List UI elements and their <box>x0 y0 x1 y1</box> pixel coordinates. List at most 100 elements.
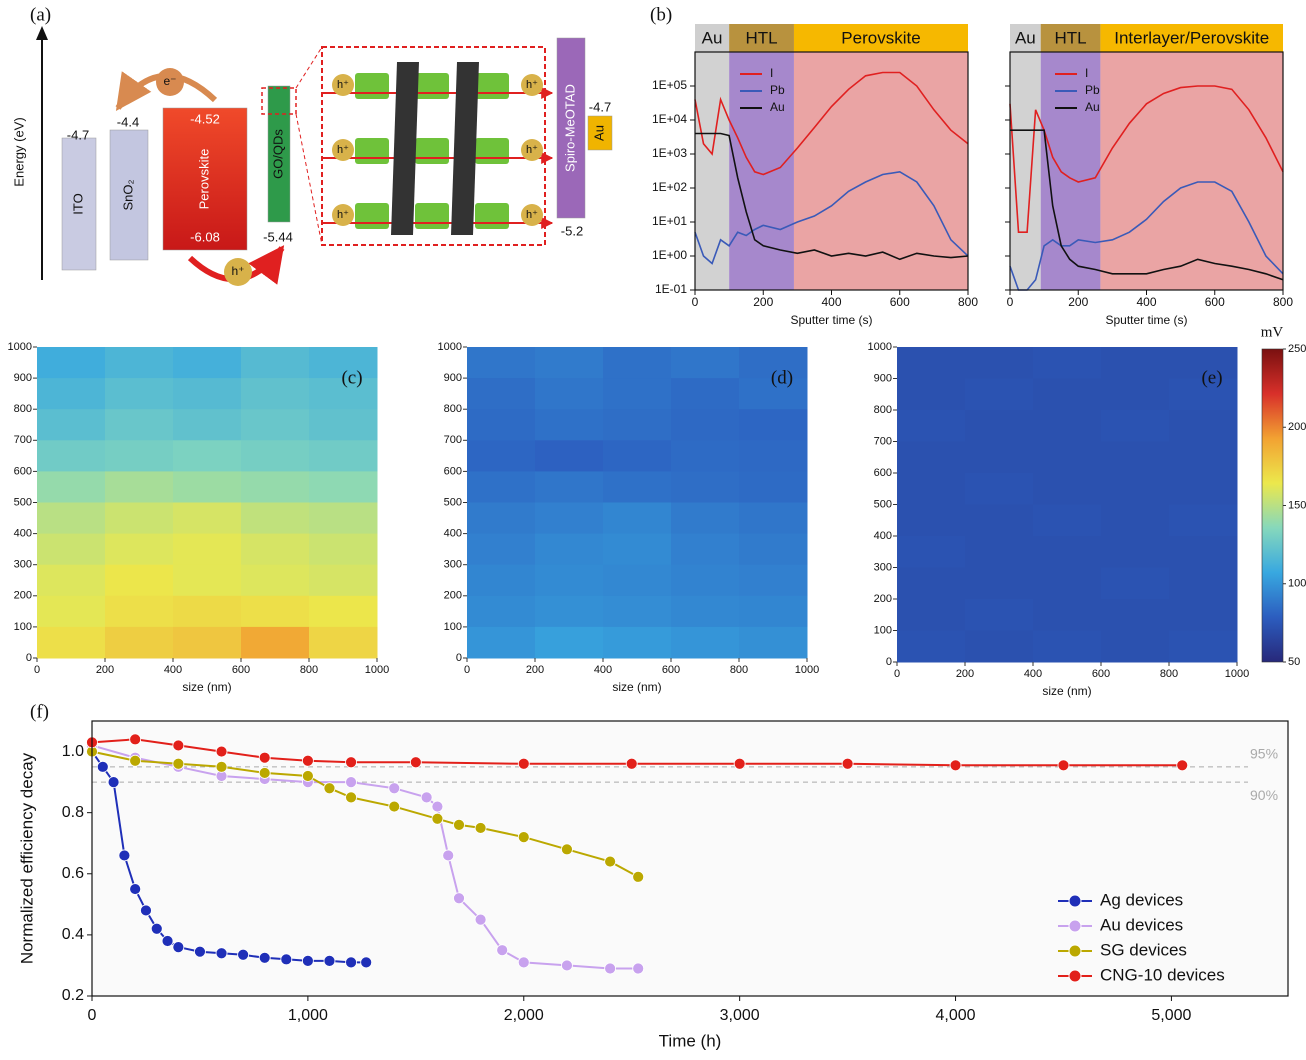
y-axis-title: Normalized efficiency decay <box>17 752 36 964</box>
heat-cell <box>535 595 604 628</box>
heat-cell <box>241 409 310 441</box>
heat-cell <box>105 502 174 535</box>
x-tick-label: 200 <box>526 664 544 676</box>
y-tick-label: 900 <box>874 372 892 384</box>
heat-cell <box>671 595 740 628</box>
y-tick-label: 800 <box>14 403 32 415</box>
heat-cell <box>965 599 1034 631</box>
layer-bar <box>109 129 149 261</box>
legend-marker <box>1068 969 1082 983</box>
marker <box>420 791 433 804</box>
heat-cell <box>105 564 174 597</box>
heat-cell <box>467 626 536 659</box>
heat-cell <box>897 504 966 537</box>
heat-cell <box>241 502 310 535</box>
zoom-marker <box>261 87 297 115</box>
region-header <box>729 24 794 52</box>
hole-label: h⁺ <box>337 79 349 91</box>
x-tick-label: 600 <box>890 295 910 309</box>
energy-level: -4.7 <box>67 127 89 142</box>
y-tick-label: 1E-01 <box>655 282 687 296</box>
heat-cell <box>535 471 604 503</box>
heat-cell <box>965 504 1034 537</box>
series-line <box>694 170 969 265</box>
marker <box>474 822 487 834</box>
marker <box>161 935 174 947</box>
heat-cell <box>965 410 1034 442</box>
marker <box>431 812 444 825</box>
heat-cell <box>671 409 740 441</box>
plot-frame <box>91 720 1289 997</box>
y-tick-label: 900 <box>444 372 462 384</box>
heat-cell <box>671 564 740 597</box>
legend-label: I <box>1085 66 1088 80</box>
series-line <box>694 71 969 176</box>
heat-cell <box>1033 378 1102 411</box>
hole-label: h⁺ <box>526 79 538 91</box>
heat-cell <box>467 595 536 628</box>
heat-cell <box>965 378 1034 411</box>
marker <box>345 956 357 969</box>
region-header <box>793 24 968 52</box>
qd-block <box>415 73 449 99</box>
qd-block <box>355 138 389 164</box>
marker <box>841 757 854 770</box>
legend-label: Pb <box>770 83 785 97</box>
x-tick-label: 600 <box>1092 668 1110 680</box>
heat-cell <box>1169 630 1238 663</box>
marker <box>561 959 573 972</box>
y-tick-label: 700 <box>874 435 892 447</box>
marker <box>118 849 131 862</box>
x-tick-label: 800 <box>1160 668 1178 680</box>
heat-cell <box>671 626 740 659</box>
y-tick-label: 600 <box>874 467 892 479</box>
heat-cell <box>105 595 174 628</box>
region-header <box>1040 24 1101 52</box>
marker <box>388 782 401 795</box>
y-tick-label: 1E+05 <box>652 78 687 92</box>
marker <box>129 883 142 895</box>
layer-bar <box>162 107 248 251</box>
heat-cell <box>603 533 672 566</box>
heat-cell <box>467 564 536 597</box>
heat-cell <box>1033 536 1102 568</box>
marker <box>604 962 617 975</box>
y-tick-label: 1E+04 <box>652 112 687 126</box>
hole <box>224 258 252 286</box>
y-tick-label: 1000 <box>868 341 892 353</box>
heat-cell <box>1101 473 1170 505</box>
heat-cell <box>467 347 536 379</box>
y-tick-label: 100 <box>874 624 892 636</box>
heat-cell <box>1101 630 1170 663</box>
region <box>793 52 968 290</box>
y-tick-label: 0.2 <box>62 987 84 1004</box>
panel-label: (c) <box>341 367 362 388</box>
x-tick-label: 0 <box>88 1007 97 1024</box>
x-tick-label: 600 <box>232 664 250 676</box>
heat-cell <box>37 347 106 379</box>
y-tick-label: 100 <box>444 621 462 633</box>
marker <box>632 870 645 883</box>
heat-cell <box>1169 473 1238 505</box>
marker <box>496 944 509 957</box>
series-line <box>695 132 969 261</box>
series-line <box>1010 129 1284 281</box>
region-label: HTL <box>1055 28 1087 47</box>
marker <box>172 941 185 954</box>
marker <box>625 757 638 770</box>
x-tick-label: 400 <box>1024 668 1042 680</box>
heat-cell <box>105 347 174 379</box>
heat-cell <box>37 564 106 597</box>
heat-cell <box>105 533 174 566</box>
heat-cell <box>37 440 106 472</box>
marker <box>474 913 487 926</box>
y-tick-label: 700 <box>14 434 32 446</box>
heat-cell <box>965 441 1034 474</box>
heat-cell <box>739 502 808 535</box>
heat-cell <box>897 567 966 600</box>
y-tick-label: 200 <box>14 590 32 602</box>
region-header <box>695 24 730 52</box>
marker <box>215 760 228 773</box>
marker <box>345 756 357 769</box>
heat-cell <box>467 409 536 441</box>
